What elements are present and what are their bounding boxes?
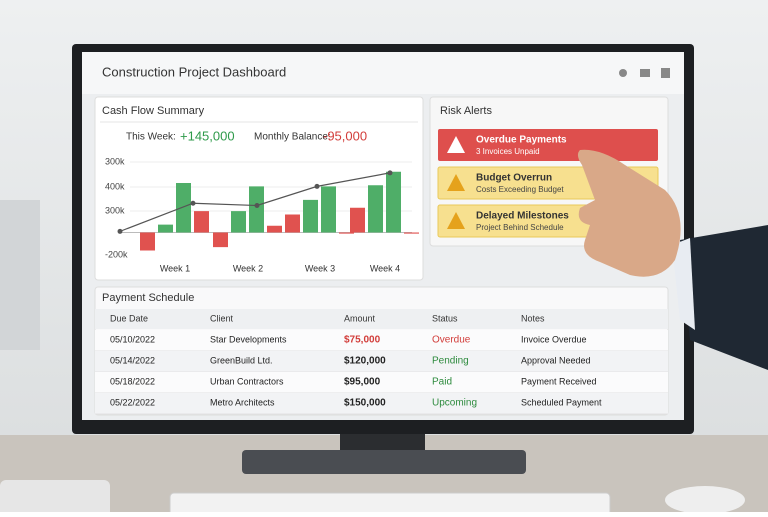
column-header: Notes: [521, 313, 545, 323]
y-tick-label: 300k: [105, 156, 125, 166]
alert-detail: 3 Invoices Unpaid: [476, 147, 540, 156]
y-tick-label: 400k: [105, 181, 125, 191]
x-tick-label: Week 2: [233, 263, 263, 273]
dashboard-title: Construction Project Dashboard: [102, 64, 286, 79]
table-row: [95, 393, 668, 414]
table-cell: Upcoming: [432, 398, 477, 409]
bar: [231, 211, 246, 233]
table-cell: Paid: [432, 377, 452, 388]
trend-point: [314, 183, 320, 189]
x-tick-label: Week 1: [160, 263, 190, 273]
bar: [194, 211, 209, 233]
table-cell: Payment Received: [521, 376, 597, 386]
label: This Week:: [126, 132, 176, 143]
header-icons: [619, 68, 670, 78]
header-bar: [82, 52, 684, 94]
keyboard: [169, 492, 611, 517]
cuff: [672, 238, 695, 330]
table-cell: $120,000: [344, 356, 386, 367]
column-header: Amount: [344, 313, 376, 323]
bar: [339, 232, 354, 234]
table-row: [95, 351, 668, 372]
trend-point: [117, 228, 123, 234]
hand: [577, 149, 768, 370]
table-cell: Metro Architects: [210, 397, 275, 407]
alert-title: Overdue Payments: [476, 135, 567, 146]
table-cell: 05/22/2022: [110, 397, 155, 407]
alert-detail: Costs Exceeding Budget: [476, 185, 564, 194]
laptop: [0, 480, 110, 517]
y-tick-label: 300k: [105, 205, 125, 215]
value: +145,000: [180, 128, 235, 143]
hand-skin: [577, 149, 681, 277]
trend-point: [190, 200, 196, 206]
stand-base: [242, 450, 526, 474]
table-cell: GreenBuild Ltd.: [210, 355, 273, 365]
table-cell: $150,000: [344, 398, 386, 409]
shelf: [0, 200, 40, 350]
bar: [267, 225, 282, 233]
x-tick-label: Week 3: [305, 263, 335, 273]
table-cell: 05/18/2022: [110, 376, 155, 386]
bar: [321, 186, 336, 233]
table-cell: $95,000: [344, 377, 381, 388]
table-row: [95, 372, 668, 393]
alert-detail: Project Behind Schedule: [476, 223, 564, 232]
warning-icon: [447, 212, 465, 229]
bar: [404, 232, 419, 234]
label: Monthly Balance:: [254, 132, 331, 143]
bar: [350, 207, 365, 233]
warning-icon: [447, 136, 465, 153]
alert-title: Budget Overrun: [476, 173, 552, 184]
alert: [438, 129, 658, 161]
table-header: [95, 309, 668, 329]
trend-point: [387, 170, 393, 176]
table-cell: Scheduled Payment: [521, 397, 602, 407]
trend-point: [254, 203, 260, 208]
bar: [213, 232, 228, 248]
bar: [285, 214, 300, 233]
table-cell: Overdue: [432, 335, 471, 346]
bar: [249, 186, 264, 233]
table-row: [95, 330, 668, 351]
bar: [303, 199, 318, 233]
column-header: Client: [210, 313, 234, 323]
bar: [140, 232, 155, 251]
column-header: Status: [432, 313, 458, 323]
table-cell: $75,000: [344, 335, 381, 346]
bar: [176, 183, 191, 233]
table-cell: 05/10/2022: [110, 334, 155, 344]
table-cell: Invoice Overdue: [521, 334, 587, 344]
table-cell: Urban Contractors: [210, 376, 284, 386]
y-tick-label: -200k: [105, 249, 128, 259]
bar: [158, 224, 173, 233]
table-cell: 05/14/2022: [110, 355, 155, 365]
table-cell: Approval Needed: [521, 355, 591, 365]
column-header: Due Date: [110, 313, 148, 323]
card-title: Risk Alerts: [440, 105, 492, 117]
bar: [386, 171, 401, 233]
table-cell: Star Developments: [210, 334, 287, 344]
card-title: Payment Schedule: [102, 292, 194, 304]
x-tick-label: Week 4: [370, 263, 400, 273]
card-title: Cash Flow Summary: [102, 105, 205, 117]
alert-title: Delayed Milestones: [476, 211, 569, 222]
bar: [368, 185, 383, 233]
sleeve: [680, 225, 768, 370]
warning-icon: [447, 174, 465, 191]
value: -95,000: [323, 128, 367, 143]
table-cell: Pending: [432, 356, 469, 367]
mouse: [665, 486, 745, 514]
